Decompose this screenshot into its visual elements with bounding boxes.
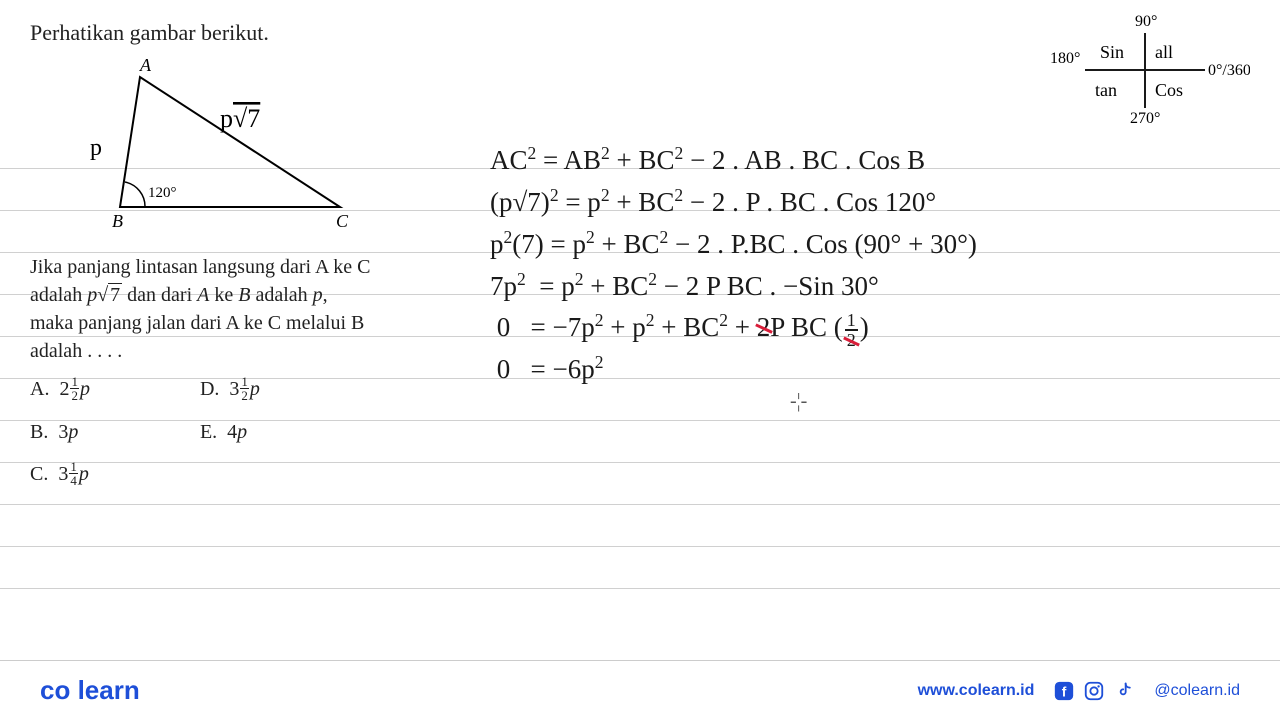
tiktok-icon (1112, 679, 1136, 703)
quad-top: 90° (1135, 13, 1157, 30)
quad-right: 0°/360° (1208, 62, 1250, 79)
option-A: A. 212p (30, 375, 90, 404)
option-B-letter: B. (30, 421, 48, 443)
options-col-right: D. 312p E. 4p (200, 375, 260, 489)
body-line3: maka panjang jalan dari A ke C melalui B (30, 312, 364, 334)
option-C: C. 314p (30, 460, 90, 489)
option-A-den: 2 (70, 389, 79, 402)
body-line4: adalah . . . . (30, 340, 122, 362)
option-C-letter: C. (30, 463, 48, 485)
triangle-svg: A B C p p√7 120° (60, 57, 360, 237)
work-line-2: (p√7)2 = p2 + BC2 − 2 . P . BC . Cos 120… (490, 182, 977, 224)
option-D-whole: 3 (229, 378, 239, 400)
work-line-4: 7p2 = p2 + BC2 − 2 P BC . −Sin 30° (490, 266, 977, 308)
options: A. 212p B. 3p C. 314p D. 312p (30, 375, 470, 489)
quad-q1: all (1155, 42, 1173, 62)
work-area: AC2 = AB2 + BC2 − 2 . AB . BC . Cos B (p… (490, 140, 977, 391)
work-line-5: 0 = −7p2 + p2 + BC2 + 2P BC (12) (490, 307, 977, 349)
option-C-whole: 3 (58, 463, 68, 485)
question-body: Jika panjang lintasan langsung dari A ke… (30, 253, 470, 365)
option-B-text: 3p (58, 421, 78, 443)
option-A-whole: 2 (59, 378, 69, 400)
quad-bottom: 270° (1130, 110, 1160, 127)
quad-q3: tan (1095, 80, 1117, 100)
quad-left: 180° (1050, 50, 1080, 67)
quadrant-svg: 90° 180° 0°/360° 270° all Sin tan Cos (1030, 8, 1250, 128)
vertex-B: B (112, 211, 123, 231)
options-col-left: A. 212p B. 3p C. 314p (30, 375, 90, 489)
question-title: Perhatikan gambar berikut. (30, 18, 470, 49)
option-A-suffix: p (80, 378, 90, 400)
content-area: Perhatikan gambar berikut. A B C p p√7 1… (0, 0, 1280, 660)
work-line-3: p2(7) = p2 + BC2 − 2 . P.BC . Cos (90° +… (490, 224, 977, 266)
quad-q4: Cos (1155, 80, 1183, 100)
option-D-letter: D. (200, 378, 219, 400)
option-D-den: 2 (240, 389, 249, 402)
question-panel: Perhatikan gambar berikut. A B C p p√7 1… (30, 18, 470, 489)
work-line-6: 0 = −6p2 (490, 349, 977, 391)
option-A-letter: A. (30, 378, 49, 400)
logo-co: co (40, 675, 70, 705)
ruled-line (0, 504, 1280, 505)
body-line1: Jika panjang lintasan langsung dari A ke… (30, 256, 371, 278)
logo: co learn (40, 675, 140, 706)
option-B: B. 3p (30, 418, 90, 446)
strike-2: 2 (757, 312, 771, 342)
vertex-A: A (139, 57, 152, 75)
footer-right: www.colearn.id f @colearn.id (918, 679, 1240, 703)
svg-text:f: f (1062, 684, 1067, 699)
facebook-icon: f (1052, 679, 1076, 703)
option-E-letter: E. (200, 421, 217, 443)
option-A-num: 1 (70, 375, 79, 389)
logo-learn: learn (78, 675, 140, 705)
footer: co learn www.colearn.id f @colearn.id (0, 660, 1280, 720)
vertex-C: C (336, 211, 349, 231)
quadrant-diagram: 90° 180° 0°/360° 270° all Sin tan Cos (1030, 8, 1250, 133)
option-C-den: 4 (69, 474, 78, 487)
option-D: D. 312p (200, 375, 260, 404)
instagram-icon (1082, 679, 1106, 703)
footer-url: www.colearn.id (918, 682, 1035, 700)
side-AC-label: p√7 (220, 104, 260, 133)
triangle-diagram: A B C p p√7 120° (60, 57, 470, 245)
option-D-suffix: p (250, 378, 260, 400)
side-AB-label: p (90, 135, 102, 161)
angle-arc (125, 182, 145, 207)
work-line-1: AC2 = AB2 + BC2 − 2 . AB . BC . Cos B (490, 140, 977, 182)
ruled-line (0, 588, 1280, 589)
ruled-line (0, 546, 1280, 547)
quad-q2: Sin (1100, 42, 1124, 62)
option-D-num: 1 (240, 375, 249, 389)
frac-num: 1 (845, 311, 858, 331)
option-C-suffix: p (79, 463, 89, 485)
footer-handle: @colearn.id (1154, 682, 1240, 700)
body-line2: adalah p7 dan dari A ke B adalah p, (30, 284, 328, 306)
cursor-mark: -¦- (790, 386, 807, 417)
social-icons: f (1052, 679, 1136, 703)
frac-den: 2 (845, 331, 858, 349)
angle-label: 120° (148, 185, 177, 201)
option-E: E. 4p (200, 418, 260, 446)
option-E-text: 4p (227, 421, 247, 443)
option-C-num: 1 (69, 460, 78, 474)
